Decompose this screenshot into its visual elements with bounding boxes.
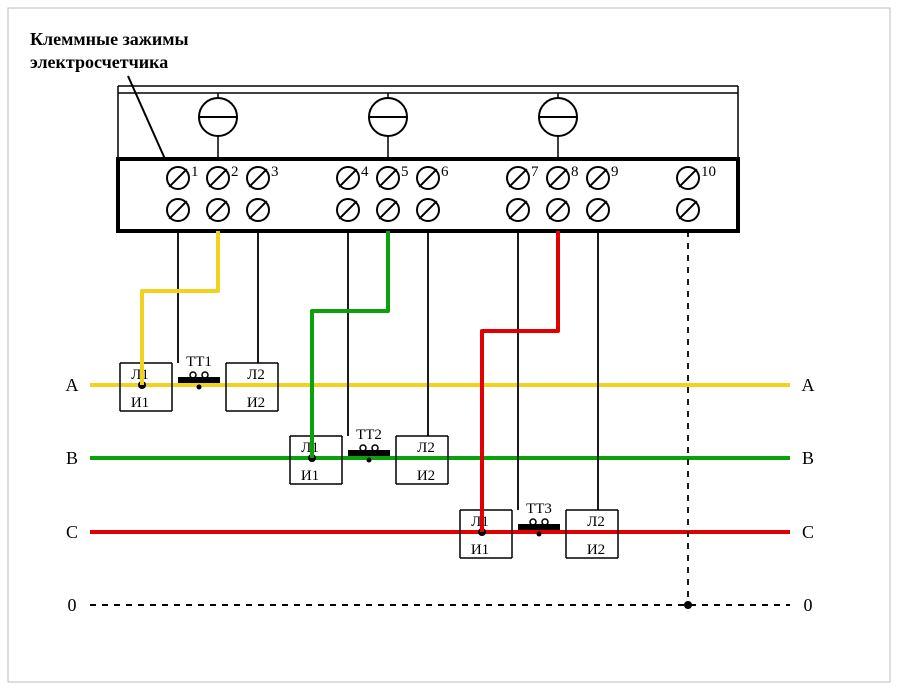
svg-text:B: B	[66, 448, 78, 468]
svg-text:C: C	[802, 522, 814, 542]
svg-text:A: A	[802, 375, 815, 395]
svg-text:И1: И1	[471, 542, 489, 558]
svg-text:электросчетчика: электросчетчика	[30, 52, 168, 72]
svg-text:8: 8	[571, 164, 579, 180]
svg-text:И2: И2	[247, 395, 265, 411]
svg-text:0: 0	[804, 595, 813, 615]
svg-text:4: 4	[361, 164, 369, 180]
svg-text:Л2: Л2	[247, 367, 265, 383]
svg-text:И1: И1	[131, 395, 149, 411]
svg-text:2: 2	[231, 164, 239, 180]
svg-text:0: 0	[68, 595, 77, 615]
svg-text:3: 3	[271, 164, 279, 180]
svg-text:10: 10	[701, 164, 716, 180]
svg-text:И2: И2	[587, 542, 605, 558]
svg-text:C: C	[66, 522, 78, 542]
wiring-diagram: Клеммные зажимы электросчетчика 1 2 3 4 5 6 7 8 9 1…	[0, 0, 898, 690]
svg-text:5: 5	[401, 164, 409, 180]
svg-text:Клеммные зажимы: Клеммные зажимы	[30, 29, 189, 49]
svg-text:Л2: Л2	[417, 440, 435, 456]
svg-text:A: A	[66, 375, 79, 395]
svg-text:7: 7	[531, 164, 539, 180]
svg-text:1: 1	[191, 164, 199, 180]
svg-text:ТТ1: ТТ1	[186, 354, 212, 370]
svg-text:ТТ2: ТТ2	[356, 427, 382, 443]
svg-text:Л2: Л2	[587, 514, 605, 530]
svg-text:6: 6	[441, 164, 449, 180]
svg-text:И1: И1	[301, 468, 319, 484]
svg-text:И2: И2	[417, 468, 435, 484]
svg-text:9: 9	[611, 164, 619, 180]
svg-text:ТТ3: ТТ3	[526, 501, 552, 517]
svg-text:B: B	[802, 448, 814, 468]
